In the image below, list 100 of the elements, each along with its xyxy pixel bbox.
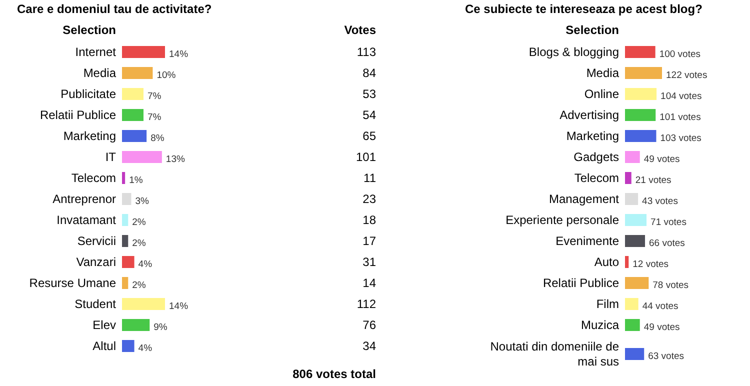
bar <box>122 256 134 268</box>
bar <box>122 214 128 226</box>
text: 806 votes total <box>292 367 376 381</box>
data-label: 44 votes <box>642 301 679 312</box>
bar <box>625 298 638 310</box>
bar <box>122 193 132 205</box>
bar <box>122 340 134 352</box>
bar <box>122 130 147 142</box>
data-label: 2% <box>132 217 146 228</box>
y-tick-label: Telecom <box>71 171 116 185</box>
bar <box>122 319 150 331</box>
chart-title: Care e domeniul tau de activitate? <box>17 2 212 16</box>
y-tick-label: Marketing <box>566 129 619 143</box>
data-label: 49 votes <box>644 322 680 333</box>
bar <box>625 172 632 184</box>
data-label: 8% <box>150 133 165 144</box>
bar <box>122 277 128 289</box>
y-tick-label: Media <box>83 66 116 80</box>
y-tick-label: Publicitate <box>60 87 116 101</box>
data-label: 14% <box>169 301 189 312</box>
y2-tick-label: 17 <box>362 234 376 248</box>
y-tick-label: Experiente personale <box>506 213 620 227</box>
chart-title: Ce subiecte te intereseaza pe acest blog? <box>465 2 702 16</box>
y-tick-label: Evenimente <box>556 234 620 248</box>
y-axis-title: Selection <box>62 23 116 37</box>
bar <box>122 235 128 247</box>
data-label: 2% <box>132 238 146 249</box>
data-label: 3% <box>135 196 150 207</box>
y-tick-label: Telecom <box>574 171 619 185</box>
data-label: 4% <box>138 343 153 354</box>
y-tick-label: Relatii Publice <box>40 108 116 122</box>
bar <box>122 88 144 100</box>
data-label: 104 votes <box>660 91 702 102</box>
y-tick-label: Auto <box>594 255 620 269</box>
data-label: 9% <box>154 322 168 333</box>
bar <box>625 88 657 100</box>
bar <box>122 109 144 121</box>
data-label: 7% <box>148 112 162 123</box>
y-tick-label: Vanzari <box>76 255 116 269</box>
y-tick-label: Antreprenor <box>52 192 116 206</box>
y-tick-label: Elev <box>92 318 116 332</box>
y2-tick-label: 76 <box>362 318 376 332</box>
data-label: 78 votes <box>652 280 689 291</box>
y-tick-label: Online <box>584 87 620 101</box>
data-label: 4% <box>138 259 153 270</box>
bar <box>625 319 640 331</box>
bar <box>625 109 656 121</box>
y2-tick-label: 113 <box>356 45 376 59</box>
data-label: 100 votes <box>659 49 701 60</box>
y2-tick-label: 112 <box>356 297 376 311</box>
y2-tick-label: 65 <box>362 129 376 143</box>
data-label: 49 votes <box>644 154 680 165</box>
data-label: 13% <box>166 154 186 165</box>
data-label: 21 votes <box>635 175 672 186</box>
data-label: 2% <box>132 280 146 291</box>
y2-axis-title: Votes <box>344 23 376 37</box>
data-label: 63 votes <box>648 351 684 362</box>
y2-tick-label: 11 <box>364 171 376 185</box>
data-label: 43 votes <box>642 196 678 207</box>
y-tick-label: Management <box>548 192 620 206</box>
y-tick-label: Relatii Publice <box>542 276 620 290</box>
y2-tick-label: 53 <box>362 87 376 101</box>
bar <box>122 67 153 79</box>
bar <box>625 46 656 58</box>
y-tick-label: Marketing <box>63 129 116 143</box>
data-label: 1% <box>129 175 144 186</box>
bar <box>625 151 640 163</box>
bar <box>122 46 165 58</box>
y-tick-label: Muzica <box>580 318 620 332</box>
y-axis-title: Selection <box>566 23 619 37</box>
bar <box>122 151 162 163</box>
bar <box>625 277 649 289</box>
y-tick-label: Student <box>74 297 117 311</box>
bar <box>122 298 165 310</box>
y2-tick-label: 18 <box>362 213 376 227</box>
data-label: 101 votes <box>660 112 702 123</box>
y2-tick-label: 14 <box>362 276 376 290</box>
data-label: 7% <box>148 91 162 102</box>
y-tick-label: Servicii <box>77 234 116 248</box>
bar <box>625 214 647 226</box>
data-label: 10% <box>156 70 176 81</box>
data-label: 71 votes <box>650 217 687 228</box>
data-label: 12 votes <box>632 259 669 270</box>
y2-tick-label: 23 <box>362 192 376 206</box>
y-tick-label: Gadgets <box>574 150 619 164</box>
y-tick-label: Invatamant <box>56 213 117 227</box>
y-tick-label: Resurse Umane <box>29 276 116 290</box>
y-tick-label: Altul <box>92 339 116 353</box>
y-tick-label: Noutati din domeniile de mai sus <box>490 340 620 368</box>
y-tick-label: Advertising <box>560 108 619 122</box>
data-label: 122 votes <box>666 70 708 81</box>
bar <box>625 256 629 268</box>
y-tick-label: Internet <box>75 45 117 59</box>
data-label: 14% <box>169 49 189 60</box>
y-tick-label: Media <box>586 66 620 80</box>
bar <box>122 172 126 184</box>
y2-tick-label: 34 <box>362 339 376 353</box>
y2-tick-label: 84 <box>362 66 376 80</box>
y2-tick-label: 31 <box>362 255 376 269</box>
bar <box>625 67 662 79</box>
